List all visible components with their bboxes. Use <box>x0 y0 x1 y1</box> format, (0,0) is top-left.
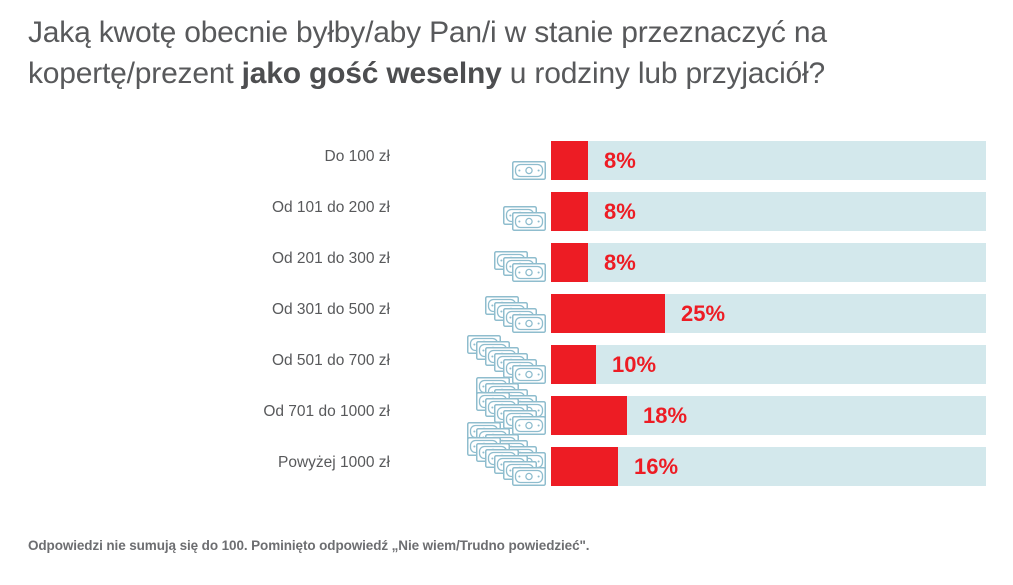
bar-value-label: 25% <box>681 301 726 326</box>
chart-row: Od 501 do 700 zł 10% <box>0 335 1013 386</box>
page-title-line-2-prefix: kopertę/prezent <box>28 57 242 90</box>
bar-chart: Do 100 zł 8% Od 101 do 200 zł 8% Od 201 do 3… <box>0 138 1013 510</box>
category-label: Od 201 do 300 zł <box>271 250 390 267</box>
category-label: Od 501 do 700 zł <box>271 352 390 369</box>
bar-value-label: 18% <box>643 403 688 428</box>
banknote-stack-icon <box>398 377 546 437</box>
category-label: Powyżej 1000 zł <box>277 454 390 471</box>
bar-fill <box>551 345 596 384</box>
page-title-line-2: kopertę/prezent jako gość weselny u rodz… <box>28 53 980 94</box>
page-title-emphasis: jako gość weselny <box>241 57 502 90</box>
chart-row: Od 101 do 200 zł 8% <box>0 189 1013 233</box>
bar-fill <box>551 447 618 486</box>
bar-track: 25% <box>551 294 986 333</box>
chart-row: Od 701 do 1000 zł 18% <box>0 377 1013 437</box>
category-label: Od 301 do 500 zł <box>271 301 390 318</box>
category-label: Do 100 zł <box>324 148 390 165</box>
banknote-stack-icon <box>398 189 546 233</box>
bar-fill <box>551 141 588 180</box>
category-label: Od 101 do 200 zł <box>271 199 390 216</box>
page-title-line-1: Jaką kwotę obecnie byłby/aby Pan/i w sta… <box>28 16 827 49</box>
bar-fill <box>551 243 588 282</box>
category-label: Od 701 do 1000 zł <box>263 403 390 420</box>
bar-track: 8% <box>551 141 986 180</box>
bar-track: 8% <box>551 243 986 282</box>
bar-value-label: 16% <box>634 454 679 479</box>
page-title-line-2-suffix: u rodziny lub przyjaciół? <box>501 57 825 90</box>
bar-fill <box>551 192 588 231</box>
bar-value-label: 8% <box>604 148 636 173</box>
chart-row: Od 301 do 500 zł 25% <box>0 291 1013 335</box>
banknote-stack-icon <box>398 291 546 335</box>
page-title: Jaką kwotę obecnie byłby/aby Pan/i w sta… <box>28 12 980 94</box>
bar-fill <box>551 396 627 435</box>
banknote-stack-icon <box>398 422 546 488</box>
bar-track: 8% <box>551 192 986 231</box>
chart-row: Do 100 zł 8% <box>0 138 1013 182</box>
bar-track: 16% <box>551 447 986 486</box>
banknote-stack-icon <box>398 138 546 182</box>
banknote-stack-icon <box>398 240 546 284</box>
chart-footnote: Odpowiedzi nie sumują się do 100. Pomini… <box>28 538 590 553</box>
bar-value-label: 8% <box>604 199 636 224</box>
bar-value-label: 10% <box>612 352 657 377</box>
bar-track: 18% <box>551 396 986 435</box>
chart-row: Powyżej 1000 zł 16% <box>0 422 1013 488</box>
banknote-stack-icon <box>398 335 546 386</box>
chart-row: Od 201 do 300 zł 8% <box>0 240 1013 284</box>
bar-track: 10% <box>551 345 986 384</box>
bar-value-label: 8% <box>604 250 636 275</box>
bar-fill <box>551 294 665 333</box>
